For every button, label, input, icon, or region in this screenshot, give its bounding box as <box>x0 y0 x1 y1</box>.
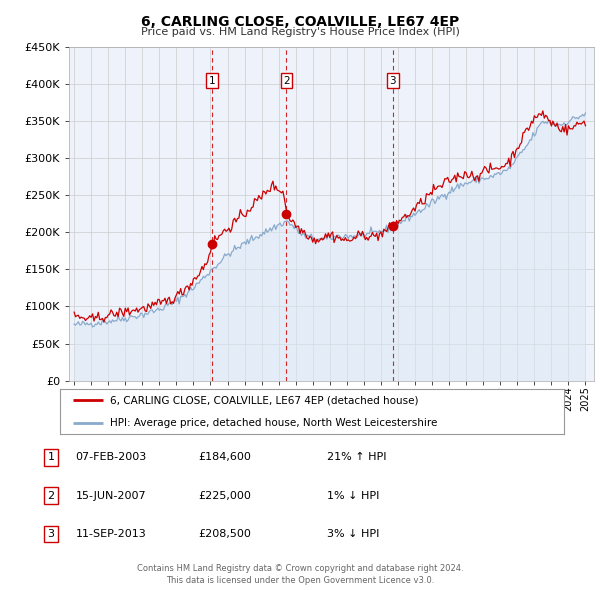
Text: 21% ↑ HPI: 21% ↑ HPI <box>327 453 386 462</box>
Text: HPI: Average price, detached house, North West Leicestershire: HPI: Average price, detached house, Nort… <box>110 418 438 428</box>
Text: 2: 2 <box>47 491 55 500</box>
Text: 1: 1 <box>209 76 215 86</box>
Text: 3: 3 <box>47 529 55 539</box>
Text: £208,500: £208,500 <box>199 529 251 539</box>
Text: 07-FEB-2003: 07-FEB-2003 <box>76 453 146 462</box>
Text: Contains HM Land Registry data © Crown copyright and database right 2024.
This d: Contains HM Land Registry data © Crown c… <box>137 565 463 585</box>
Text: 1% ↓ HPI: 1% ↓ HPI <box>327 491 379 500</box>
Text: 2: 2 <box>283 76 290 86</box>
Text: Price paid vs. HM Land Registry's House Price Index (HPI): Price paid vs. HM Land Registry's House … <box>140 27 460 37</box>
Text: 6, CARLING CLOSE, COALVILLE, LE67 4EP: 6, CARLING CLOSE, COALVILLE, LE67 4EP <box>141 15 459 29</box>
Text: 3: 3 <box>389 76 396 86</box>
Text: 6, CARLING CLOSE, COALVILLE, LE67 4EP (detached house): 6, CARLING CLOSE, COALVILLE, LE67 4EP (d… <box>110 395 419 405</box>
Text: 11-SEP-2013: 11-SEP-2013 <box>76 529 146 539</box>
Text: 1: 1 <box>47 453 55 462</box>
Text: 15-JUN-2007: 15-JUN-2007 <box>76 491 146 500</box>
Text: £184,600: £184,600 <box>199 453 251 462</box>
Text: 3% ↓ HPI: 3% ↓ HPI <box>327 529 379 539</box>
Text: £225,000: £225,000 <box>199 491 251 500</box>
